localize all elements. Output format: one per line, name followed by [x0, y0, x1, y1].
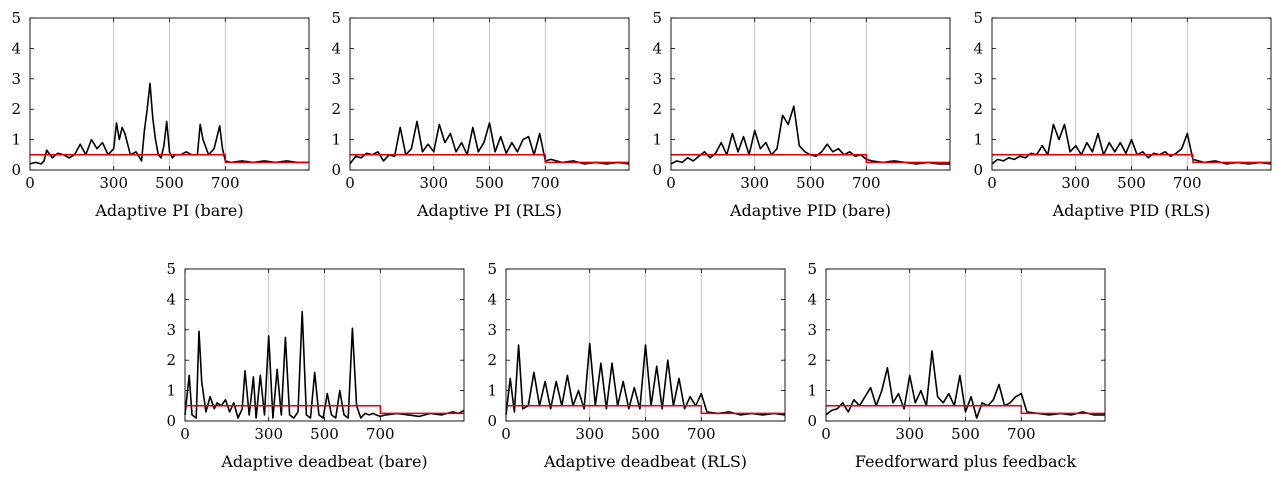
x-tick-label: 300	[895, 425, 924, 443]
x-tick-label: 700	[366, 425, 395, 443]
series-reference-line	[992, 154, 1271, 164]
x-tick-label: 0	[345, 174, 355, 192]
x-tick-label: 300	[99, 174, 128, 192]
x-tick-label: 700	[211, 174, 240, 192]
series-response-line	[505, 342, 786, 416]
x-tick-label: 500	[1117, 174, 1146, 192]
y-tick-label: 5	[487, 260, 497, 278]
series-response-line	[825, 350, 1105, 419]
panel-caption: Adaptive PI (RLS)	[416, 201, 562, 220]
y-tick-label: 0	[807, 412, 817, 430]
series-reference-line	[671, 154, 950, 164]
y-tick-label: 0	[487, 412, 497, 430]
x-tick-label: 700	[852, 174, 881, 192]
x-tick-label: 0	[821, 425, 831, 443]
series-reference-line	[350, 154, 629, 164]
panel-caption: Adaptive PI (bare)	[94, 201, 243, 220]
panel-caption: Feedforward plus feedback	[855, 452, 1077, 471]
y-tick-label: 1	[652, 131, 662, 149]
y-tick-label: 4	[11, 39, 21, 57]
y-tick-label: 0	[652, 161, 662, 179]
y-tick-label: 1	[331, 131, 341, 149]
y-tick-label: 5	[331, 9, 341, 27]
x-tick-label: 0	[501, 425, 511, 443]
x-tick-label: 700	[1173, 174, 1202, 192]
y-tick-label: 4	[331, 39, 341, 57]
y-tick-label: 2	[807, 351, 817, 369]
y-tick-label: 3	[652, 70, 662, 88]
y-tick-label: 4	[652, 39, 662, 57]
y-tick-label: 3	[487, 321, 497, 339]
y-tick-label: 0	[11, 161, 21, 179]
x-tick-label: 700	[1007, 425, 1036, 443]
x-tick-label: 0	[180, 425, 190, 443]
x-tick-label: 500	[631, 425, 660, 443]
x-tick-label: 0	[25, 174, 35, 192]
y-tick-label: 0	[973, 161, 983, 179]
y-tick-label: 1	[487, 382, 497, 400]
y-tick-label: 1	[11, 131, 21, 149]
x-tick-label: 300	[419, 174, 448, 192]
x-tick-label: 700	[687, 425, 716, 443]
y-tick-label: 2	[166, 351, 176, 369]
series-reference-line	[185, 405, 464, 415]
y-tick-label: 3	[331, 70, 341, 88]
panel-2: 0 300 500 700 0 1 2 3 4 5 Adaptive PI (RLS)	[331, 9, 630, 220]
y-tick-label: 5	[807, 260, 817, 278]
panel-caption: Adaptive PID (bare)	[729, 201, 891, 220]
y-tick-label: 4	[973, 39, 983, 57]
panel-caption: Adaptive deadbeat (RLS)	[543, 452, 747, 471]
y-tick-label: 5	[973, 9, 983, 27]
y-tick-label: 2	[973, 100, 983, 118]
series-reference-line	[30, 154, 309, 164]
y-tick-label: 0	[166, 412, 176, 430]
y-tick-label: 4	[807, 290, 817, 308]
y-tick-label: 2	[487, 351, 497, 369]
y-tick-label: 0	[331, 161, 341, 179]
y-tick-label: 3	[166, 321, 176, 339]
y-tick-label: 5	[11, 9, 21, 27]
x-tick-label: 700	[531, 174, 560, 192]
panel-caption: Adaptive deadbeat (bare)	[220, 452, 427, 471]
y-tick-label: 3	[11, 70, 21, 88]
x-tick-label: 500	[951, 425, 980, 443]
x-tick-label: 500	[475, 174, 504, 192]
x-tick-label: 300	[575, 425, 604, 443]
y-tick-label: 1	[973, 131, 983, 149]
x-tick-label: 300	[254, 425, 283, 443]
series-reference-line	[826, 405, 1105, 415]
x-tick-label: 300	[1061, 174, 1090, 192]
x-tick-label: 0	[987, 174, 997, 192]
x-tick-label: 500	[310, 425, 339, 443]
panel-4: 0 300 500 700 0 1 2 3 4 5 Adaptive PID (RLS)	[973, 9, 1272, 220]
x-tick-label: 300	[740, 174, 769, 192]
y-tick-label: 2	[11, 100, 21, 118]
y-tick-label: 5	[166, 260, 176, 278]
y-tick-label: 4	[166, 290, 176, 308]
y-tick-label: 1	[807, 382, 817, 400]
panel-6: 0 300 500 700 0 1 2 3 4 5 Adaptive deadbeat (RLS)	[487, 260, 786, 471]
y-tick-label: 3	[973, 70, 983, 88]
y-tick-label: 4	[487, 290, 497, 308]
panel-3: 0 300 500 700 0 1 2 3 4 5 Adaptive PID (bare)	[652, 9, 951, 220]
series-response-line	[670, 105, 950, 165]
y-tick-label: 2	[331, 100, 341, 118]
x-tick-label: 500	[796, 174, 825, 192]
x-tick-label: 0	[666, 174, 676, 192]
y-tick-label: 3	[807, 321, 817, 339]
series-response-line	[184, 310, 465, 419]
y-tick-label: 5	[652, 9, 662, 27]
y-tick-label: 1	[166, 382, 176, 400]
panel-5: 0 300 500 700 0 1 2 3 4 5 Adaptive deadbeat (bare)	[166, 260, 465, 471]
series-reference-line	[506, 405, 785, 415]
x-tick-label: 500	[155, 174, 184, 192]
panel-7: 0 300 500 700 0 1 2 3 4 5 Feedforward plus feedbac…	[807, 260, 1106, 471]
panel-1: 0 300 500 700 0 1 2 3 4 5 Adaptive PI (bare)	[11, 9, 310, 220]
panel-caption: Adaptive PID (RLS)	[1052, 201, 1211, 220]
y-tick-label: 2	[652, 100, 662, 118]
